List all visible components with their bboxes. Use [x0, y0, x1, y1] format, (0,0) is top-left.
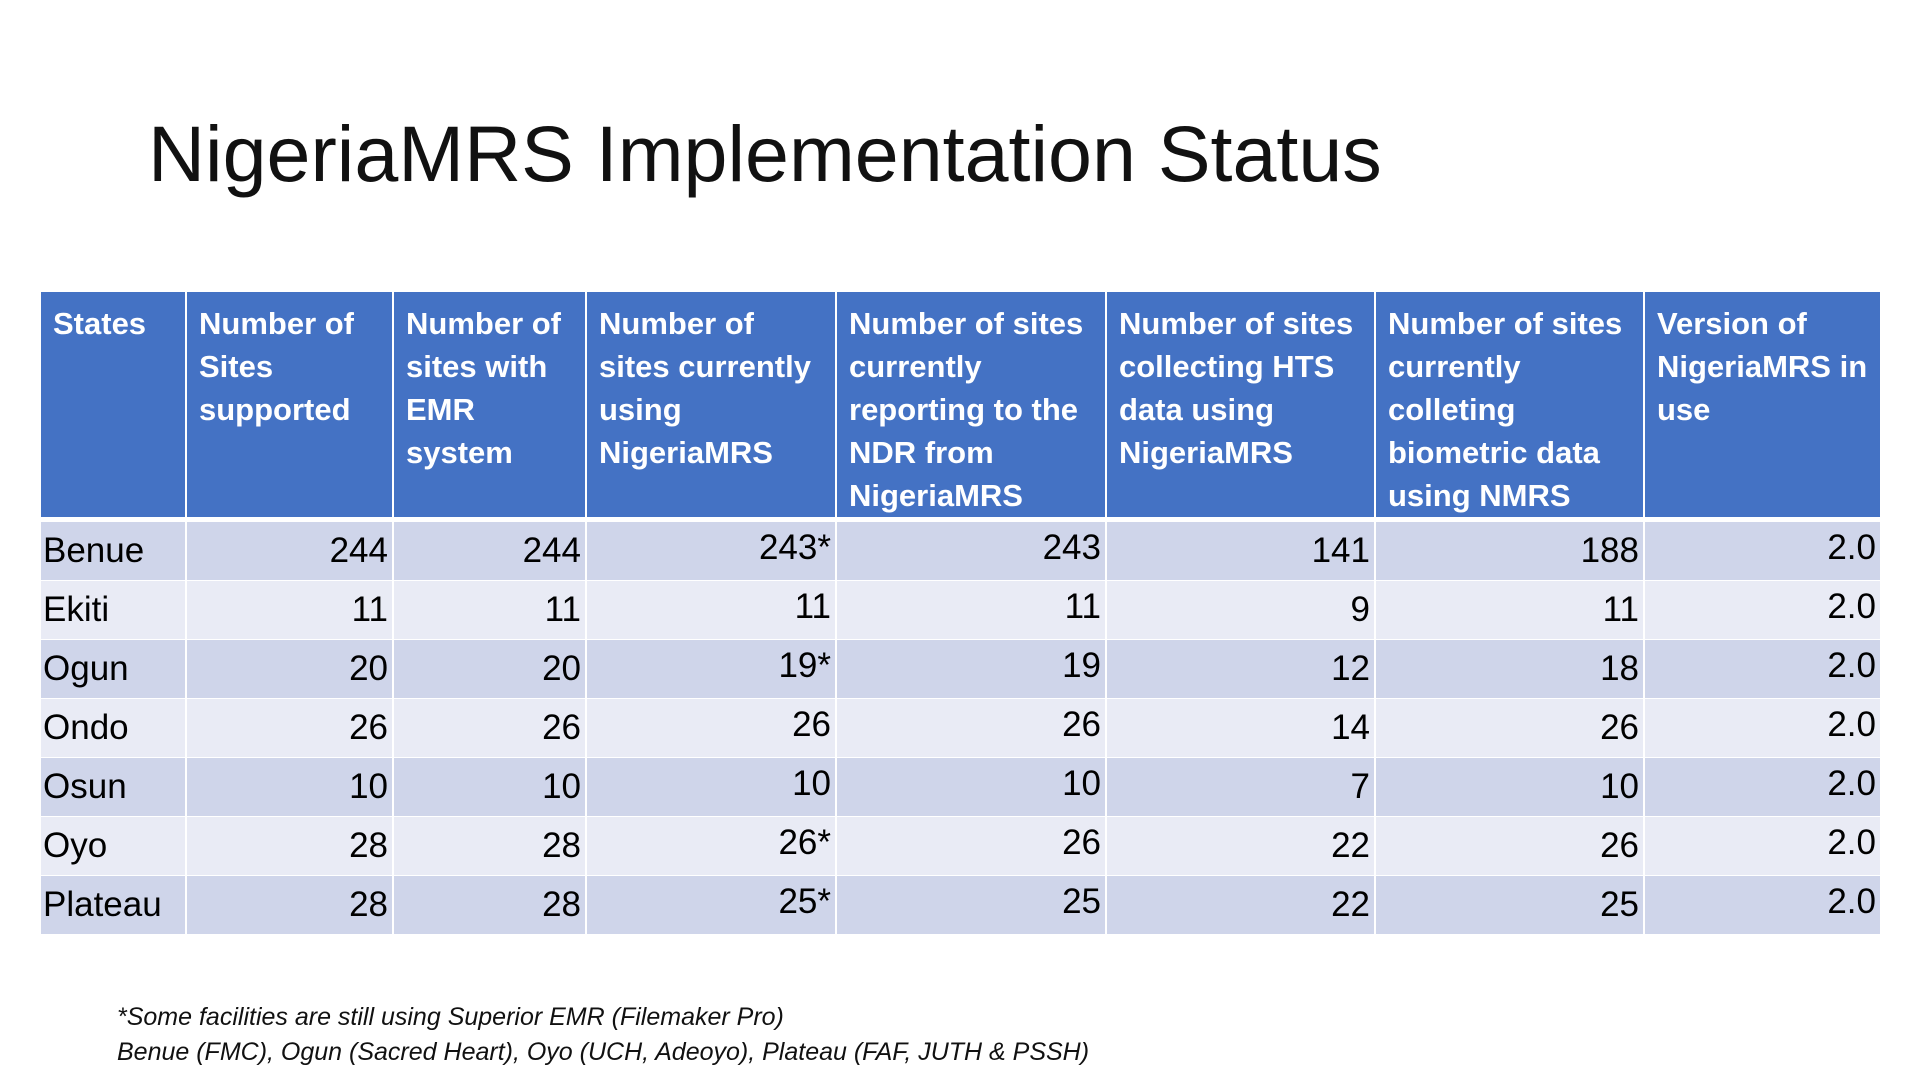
cell-sites-with-emr: 26: [394, 699, 587, 758]
header-version: Version of NigeriaMRS in use: [1645, 292, 1880, 522]
cell-sites-reporting-ndr: 25: [837, 876, 1107, 935]
cell-sites-with-emr: 20: [394, 640, 587, 699]
cell-sites-with-emr: 244: [394, 522, 587, 581]
cell-version: 2.0: [1645, 522, 1880, 581]
cell-sites-collecting-hts: 22: [1107, 876, 1376, 935]
footnote-line-1: *Some facilities are still using Superio…: [117, 1003, 784, 1031]
cell-sites-collecting-biometric: 26: [1376, 699, 1645, 758]
cell-version: 2.0: [1645, 640, 1880, 699]
header-sites-collecting-biometric: Number of sites currently colleting biom…: [1376, 292, 1645, 522]
cell-sites-supported: 28: [187, 876, 394, 935]
cell-sites-supported: 20: [187, 640, 394, 699]
cell-sites-collecting-biometric: 25: [1376, 876, 1645, 935]
cell-sites-collecting-biometric: 11: [1376, 581, 1645, 640]
cell-state: Ogun: [41, 640, 187, 699]
header-sites-with-emr: Number of sites with EMR system: [394, 292, 587, 522]
table-row: Ogun 20 20 19* 19 12 18 2.0: [41, 640, 1880, 699]
cell-sites-collecting-hts: 9: [1107, 581, 1376, 640]
cell-sites-reporting-ndr: 26: [837, 699, 1107, 758]
cell-sites-supported: 28: [187, 817, 394, 876]
cell-sites-collecting-biometric: 26: [1376, 817, 1645, 876]
cell-state: Ondo: [41, 699, 187, 758]
table-header-row: States Number of Sites supported Number …: [41, 292, 1880, 522]
cell-version: 2.0: [1645, 581, 1880, 640]
cell-sites-with-emr: 11: [394, 581, 587, 640]
cell-sites-with-emr: 28: [394, 817, 587, 876]
cell-sites-reporting-ndr: 26: [837, 817, 1107, 876]
cell-version: 2.0: [1645, 817, 1880, 876]
cell-sites-collecting-hts: 22: [1107, 817, 1376, 876]
cell-sites-collecting-biometric: 18: [1376, 640, 1645, 699]
cell-version: 2.0: [1645, 876, 1880, 935]
cell-sites-collecting-hts: 14: [1107, 699, 1376, 758]
slide-title: NigeriaMRS Implementation Status: [148, 109, 1382, 198]
header-sites-collecting-hts: Number of sites collecting HTS data usin…: [1107, 292, 1376, 522]
cell-state: Plateau: [41, 876, 187, 935]
footnote-line-2: Benue (FMC), Ogun (Sacred Heart), Oyo (U…: [117, 1038, 1090, 1066]
cell-sites-supported: 26: [187, 699, 394, 758]
cell-sites-using-nigeriamrs: 26: [587, 699, 837, 758]
table-row: Plateau 28 28 25* 25 22 25 2.0: [41, 876, 1880, 935]
cell-sites-using-nigeriamrs: 243*: [587, 522, 837, 581]
cell-state: Benue: [41, 522, 187, 581]
cell-sites-using-nigeriamrs: 19*: [587, 640, 837, 699]
cell-sites-collecting-hts: 12: [1107, 640, 1376, 699]
cell-sites-collecting-hts: 7: [1107, 758, 1376, 817]
cell-sites-supported: 10: [187, 758, 394, 817]
cell-sites-supported: 11: [187, 581, 394, 640]
cell-state: Ekiti: [41, 581, 187, 640]
cell-sites-with-emr: 28: [394, 876, 587, 935]
table-row: Benue 244 244 243* 243 141 188 2.0: [41, 522, 1880, 581]
cell-sites-reporting-ndr: 11: [837, 581, 1107, 640]
cell-sites-using-nigeriamrs: 25*: [587, 876, 837, 935]
table-row: Ondo 26 26 26 26 14 26 2.0: [41, 699, 1880, 758]
cell-sites-reporting-ndr: 243: [837, 522, 1107, 581]
cell-sites-reporting-ndr: 19: [837, 640, 1107, 699]
table-row: Osun 10 10 10 10 7 10 2.0: [41, 758, 1880, 817]
cell-sites-supported: 244: [187, 522, 394, 581]
cell-sites-with-emr: 10: [394, 758, 587, 817]
footnote: *Some facilities are still using Superio…: [117, 1000, 1089, 1070]
header-sites-supported: Number of Sites supported: [187, 292, 394, 522]
cell-sites-collecting-biometric: 188: [1376, 522, 1645, 581]
cell-sites-collecting-biometric: 10: [1376, 758, 1645, 817]
implementation-status-table: States Number of Sites supported Number …: [41, 292, 1880, 935]
header-sites-using-nigeriamrs: Number of sites currently using NigeriaM…: [587, 292, 837, 522]
table-row: Ekiti 11 11 11 11 9 11 2.0: [41, 581, 1880, 640]
table-row: Oyo 28 28 26* 26 22 26 2.0: [41, 817, 1880, 876]
cell-sites-using-nigeriamrs: 10: [587, 758, 837, 817]
header-sites-reporting-ndr: Number of sites currently reporting to t…: [837, 292, 1107, 522]
cell-sites-using-nigeriamrs: 26*: [587, 817, 837, 876]
cell-state: Oyo: [41, 817, 187, 876]
header-states: States: [41, 292, 187, 522]
cell-sites-using-nigeriamrs: 11: [587, 581, 837, 640]
cell-state: Osun: [41, 758, 187, 817]
cell-sites-reporting-ndr: 10: [837, 758, 1107, 817]
cell-version: 2.0: [1645, 699, 1880, 758]
cell-version: 2.0: [1645, 758, 1880, 817]
cell-sites-collecting-hts: 141: [1107, 522, 1376, 581]
